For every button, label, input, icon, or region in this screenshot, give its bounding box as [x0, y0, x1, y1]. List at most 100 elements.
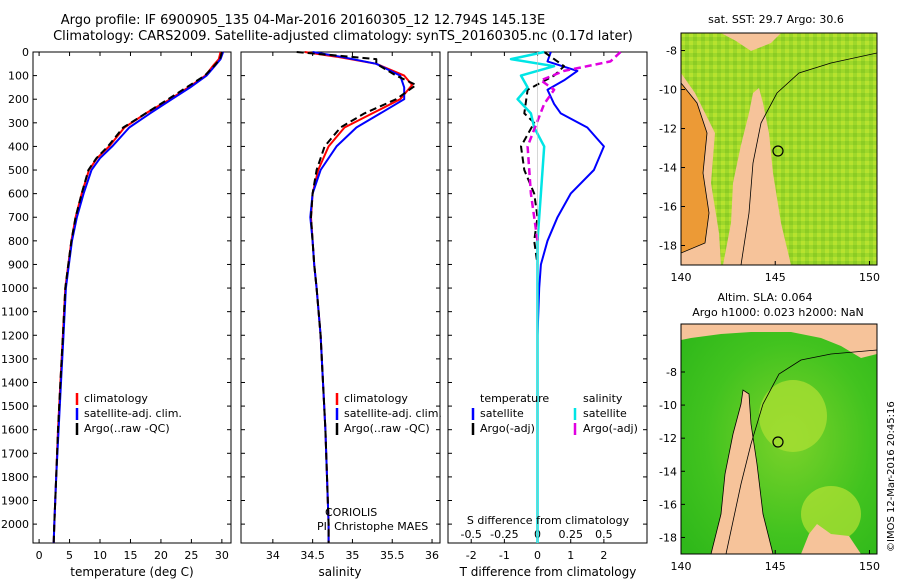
x-tick-label: 2: [600, 549, 607, 562]
temperature-xlabel: temperature (deg C): [70, 565, 193, 579]
legend-label-argo: Argo(..raw -QC): [344, 422, 430, 435]
sla-coastline: [710, 389, 774, 554]
map-x-tick-label: 140: [671, 560, 692, 573]
x-top-tick-label: -0.5: [460, 528, 481, 541]
map-y-tick-label: -14: [659, 162, 677, 175]
y-tick-label: 400: [8, 140, 29, 153]
map-y-tick-label: -16: [659, 498, 677, 511]
sst-argo-marker: [772, 145, 784, 157]
y-tick-label: 500: [8, 164, 29, 177]
difference-xlabel-top: S difference from climatology: [467, 514, 630, 527]
sla-argo-marker: [772, 436, 784, 448]
map-x-tick-label: 145: [765, 560, 786, 573]
sla-map-title1: Altim. SLA: 0.064: [717, 291, 812, 304]
x-tick-label: 34.5: [300, 549, 325, 562]
y-tick-label: 0: [22, 46, 29, 59]
sst-orange-gulf: [681, 83, 709, 253]
series-line-argo-raw-qc-: [52, 51, 223, 544]
sla-map-frame: [680, 323, 878, 555]
series-line-salinity-argo-adj-: [526, 51, 622, 241]
pi-annotation: PI: Christophe MAES: [317, 520, 428, 533]
x-tick-label: 35: [345, 549, 359, 562]
x-tick-label: 5: [66, 549, 73, 562]
sst-map-frame: [680, 32, 878, 266]
legend-label-satellite: satellite-adj. clim.: [84, 407, 182, 420]
y-tick-label: 300: [8, 117, 29, 130]
difference-panel: -2 -1 0 1 2-0.5 -0.25 0 0.25 0.5 T difference fr…: [447, 50, 648, 579]
x-tick-label: 20: [154, 549, 168, 562]
y-tick-label: 1400: [1, 376, 29, 389]
x-tick-label: -2: [466, 549, 477, 562]
map-y-tick-label: -18: [659, 531, 677, 544]
sla-yellow-blob: [759, 380, 827, 452]
y-tick-label: 1300: [1, 353, 29, 366]
sla-contour: [725, 349, 877, 554]
y-tick-label: 1100: [1, 306, 29, 319]
series-line-argo-raw-qc-: [296, 51, 418, 543]
sst-map-panel: sat. SST: 29.7 Argo: 30.6 140 145 150 -8 -10…: [659, 13, 880, 284]
y-tick-label: 1200: [1, 329, 29, 342]
x-top-tick-label: 0.25: [558, 528, 583, 541]
x-tick-label: 0: [534, 549, 541, 562]
map-x-tick-label: 150: [859, 560, 880, 573]
map-y-tick-label: -14: [659, 465, 677, 478]
legend-heading-salinity: salinity: [583, 392, 623, 405]
temperature-panel: 0 5 10 15 20 25 300100200300400500600700800900…: [1, 46, 232, 579]
y-tick-label: 800: [8, 235, 29, 248]
x-tick-label: 34: [266, 549, 280, 562]
legend-label-argo: Argo(..raw -QC): [84, 422, 170, 435]
y-tick-label: 900: [8, 258, 29, 271]
difference-plot-frame: [447, 51, 648, 544]
x-tick-label: 35.5: [380, 549, 405, 562]
map-y-tick-label: -12: [659, 123, 677, 136]
sst-contour: [740, 52, 877, 265]
sst-cape-york: [723, 88, 791, 265]
salinity-xlabel: salinity: [318, 565, 361, 579]
y-tick-label: 700: [8, 211, 29, 224]
y-tick-label: 1700: [1, 447, 29, 460]
coriolis-annotation: CORIOLIS: [325, 506, 377, 519]
map-y-tick-label: -10: [659, 399, 677, 412]
x-tick-label: 36: [425, 549, 439, 562]
salinity-legend: climatology satellite-adj. clim. Argo(..…: [335, 392, 442, 435]
legend-label-climatology: climatology: [84, 392, 148, 405]
sst-map-title: sat. SST: 29.7 Argo: 30.6: [708, 13, 844, 26]
x-tick-label: 0: [36, 549, 43, 562]
y-tick-label: 1600: [1, 424, 29, 437]
x-tick-label: 15: [123, 549, 137, 562]
x-tick-label: 10: [93, 549, 107, 562]
x-top-tick-label: -0.25: [490, 528, 518, 541]
map-y-tick-label: -16: [659, 201, 677, 214]
figure-title-line1: Argo profile: IF 6900905_135 04-Mar-2016…: [61, 13, 545, 28]
map-y-tick-label: -12: [659, 432, 677, 445]
legend-label-satellite: satellite-adj. clim.: [344, 407, 442, 420]
temperature-legend: climatology satellite-adj. clim. Argo(..…: [75, 392, 182, 435]
map-x-tick-label: 150: [859, 271, 880, 284]
salinity-panel: 34 34.5 35 35.5 36 salinity climatology sate…: [240, 51, 442, 579]
y-tick-label: 1500: [1, 400, 29, 413]
map-x-tick-label: 140: [671, 271, 692, 284]
y-tick-label: 1800: [1, 471, 29, 484]
difference-legend-salinity: salinity satellite Argo(-adj): [573, 392, 638, 435]
y-tick-label: 200: [8, 93, 29, 106]
sla-land-east: [801, 524, 861, 554]
map-y-tick-label: -10: [659, 84, 677, 97]
x-tick-label: 30: [215, 549, 229, 562]
legend-label-sal-argo: Argo(-adj): [583, 422, 638, 435]
legend-heading-temperature: temperature: [480, 392, 549, 405]
map-y-tick-label: -8: [666, 45, 677, 58]
y-tick-label: 600: [8, 188, 29, 201]
y-tick-label: 100: [8, 70, 29, 83]
y-tick-label: 2000: [1, 518, 29, 531]
x-tick-label: 25: [184, 549, 198, 562]
sst-map-image: [681, 33, 877, 265]
sla-map-panel: Altim. SLA: 0.064 Argo h1000: 0.023 h200…: [659, 291, 897, 573]
legend-label-sal-satellite: satellite: [583, 407, 627, 420]
map-y-tick-label: -18: [659, 240, 677, 253]
salinity-plot-frame: [240, 51, 441, 544]
difference-legend-temperature: temperature satellite Argo(-adj): [471, 392, 549, 435]
map-y-tick-label: -8: [666, 366, 677, 379]
sla-map-title2: Argo h1000: 0.023 h2000: NaN: [692, 306, 864, 319]
sst-coastline: [681, 82, 710, 254]
